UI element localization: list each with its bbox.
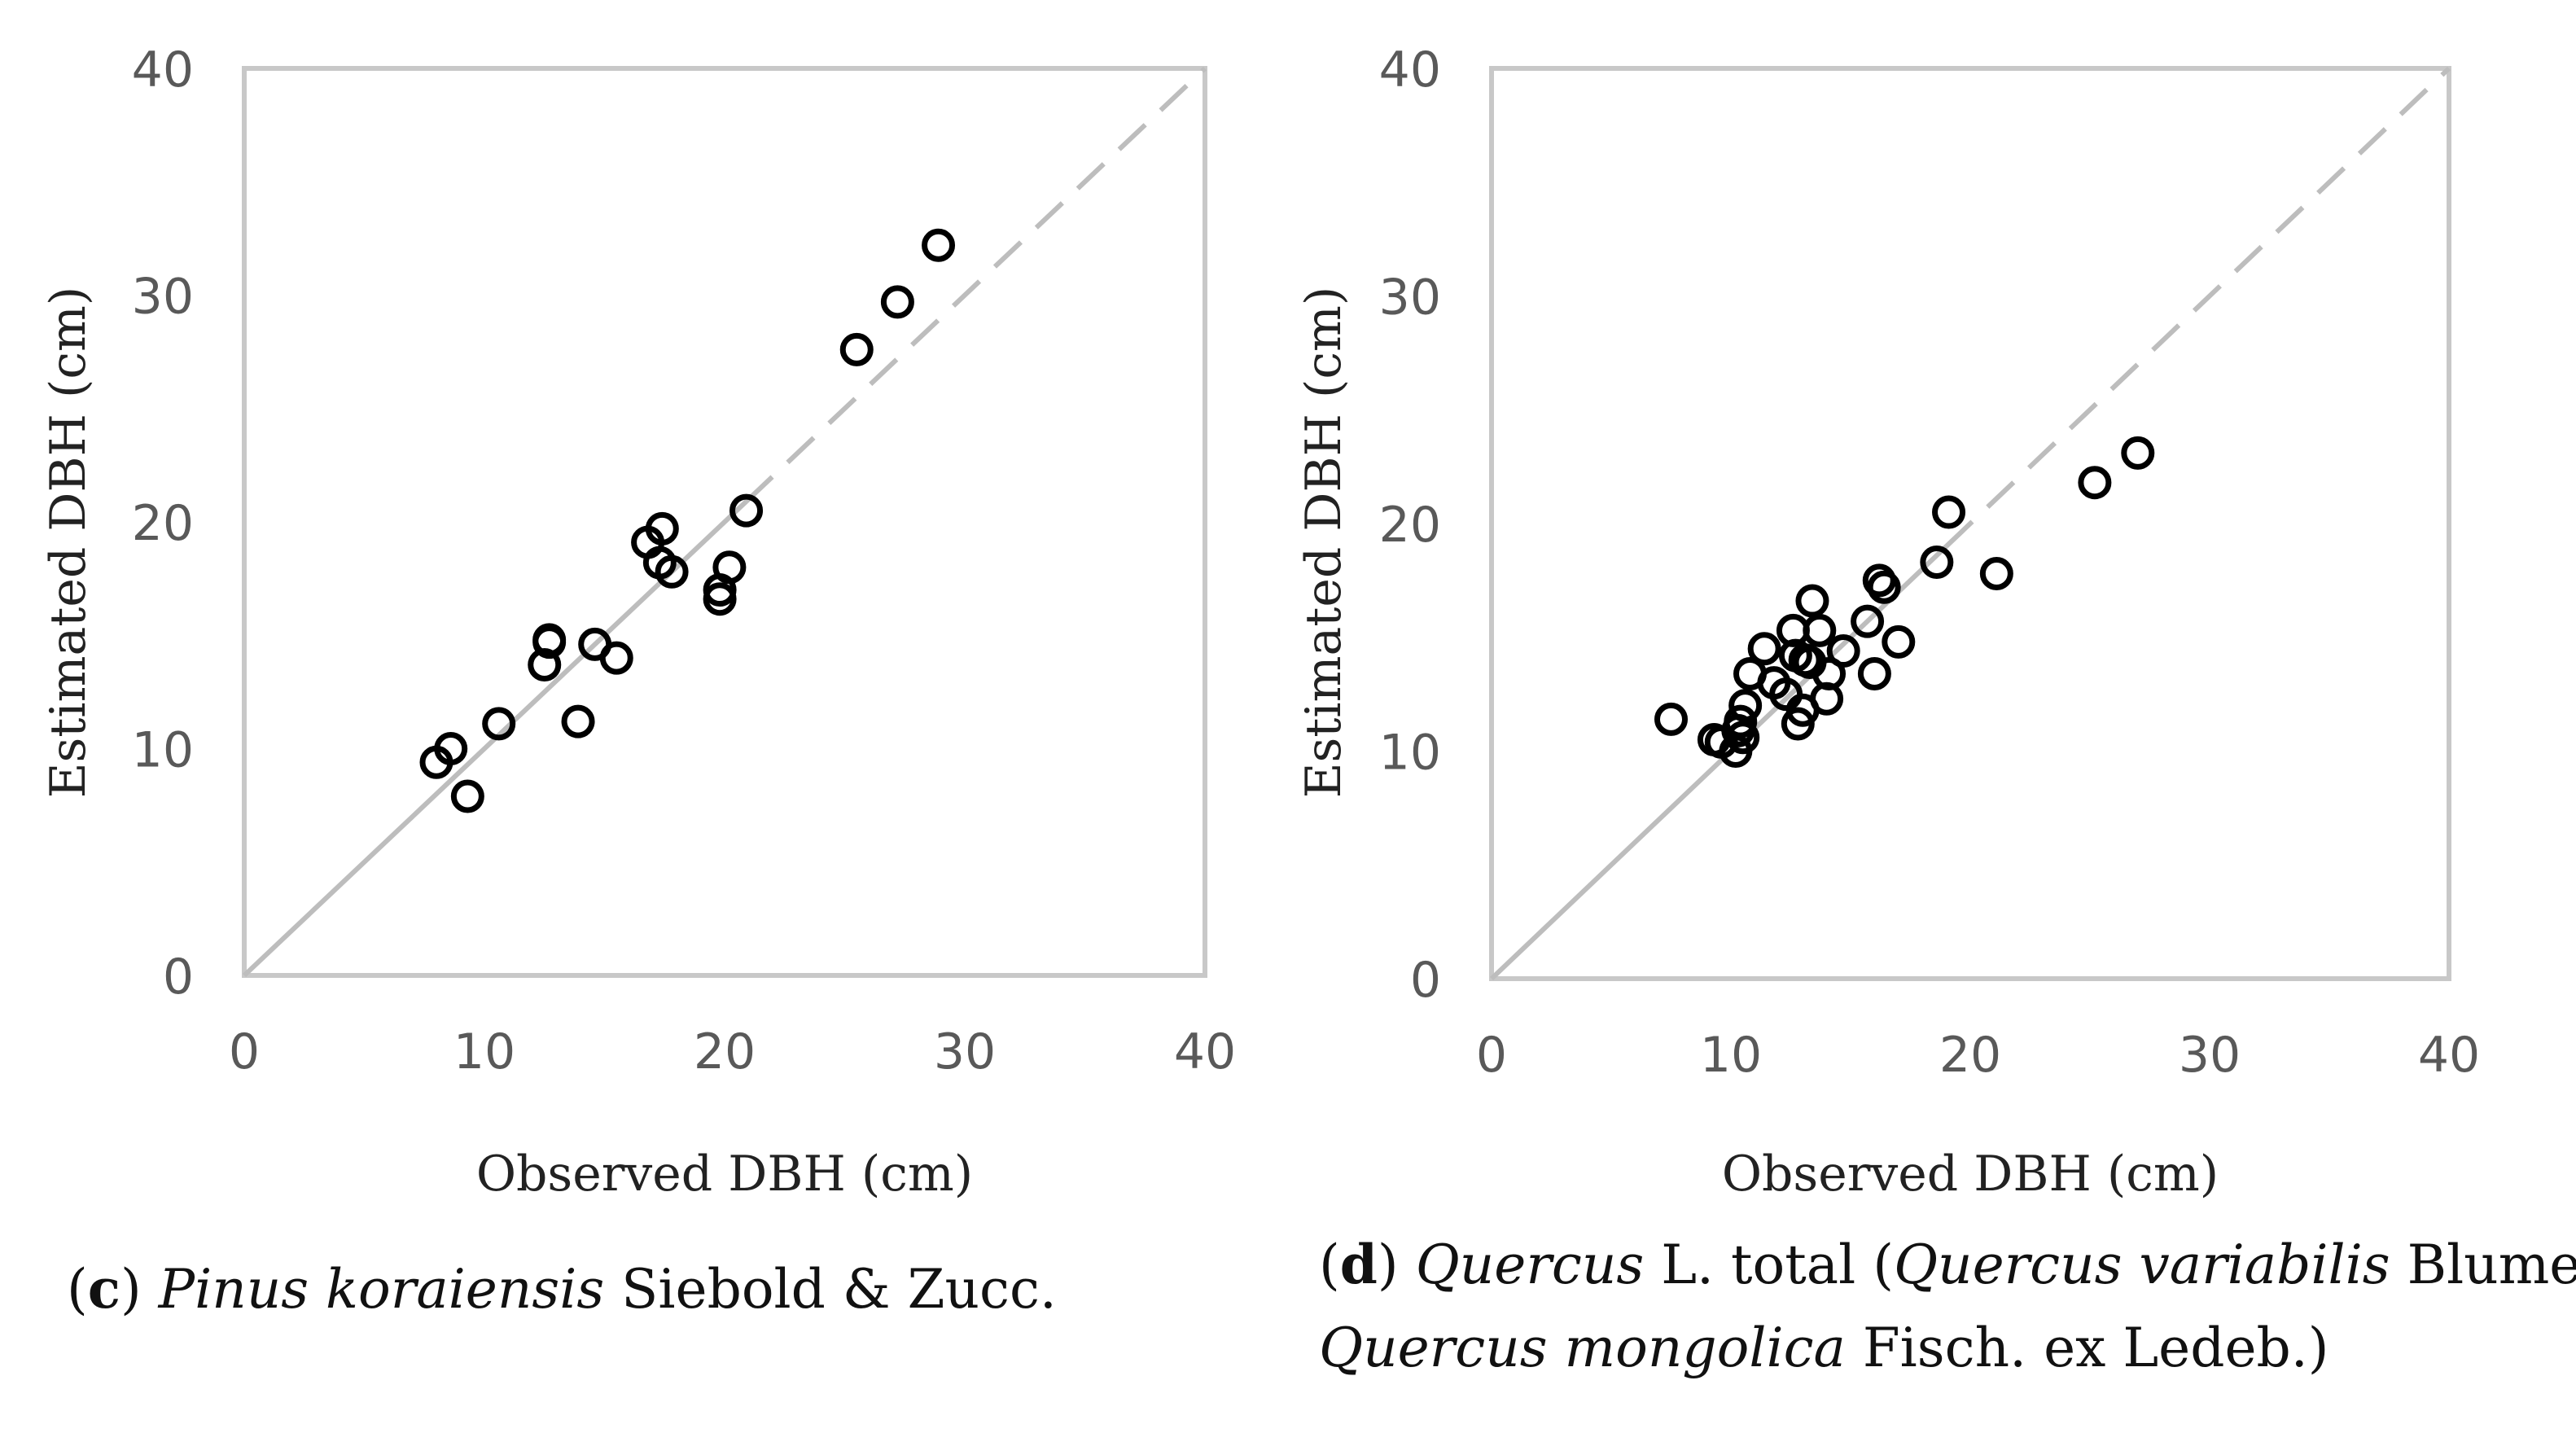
x-tick-label-d-4: 40 <box>2418 1027 2480 1084</box>
x-tick-label-d-3: 30 <box>2179 1027 2241 1084</box>
x-tick-label-c-1: 10 <box>453 1023 515 1080</box>
y-tick-label-d-0: 0 <box>1410 952 1441 1009</box>
data-point-c-16 <box>712 550 747 585</box>
identity-line-dashed-d <box>1944 66 2451 549</box>
data-point-d-18 <box>1795 584 1829 618</box>
caption-d-end2: Fisch. ex Ledeb.) <box>1845 1317 2329 1380</box>
data-point-d-7 <box>1728 689 1763 723</box>
data-point-d-9 <box>1747 632 1781 666</box>
y-tick-label-d-3: 30 <box>1379 270 1441 326</box>
data-point-d-30 <box>1979 556 2013 590</box>
plot-frame-c <box>242 66 1207 978</box>
data-point-d-26 <box>1867 570 1901 604</box>
y-tick-label-d-4: 40 <box>1379 42 1441 99</box>
scatter-chart-d: 0 10 20 30 40 0 10 20 30 40 Observed DBH (cm) Estim… <box>1295 42 2480 1203</box>
y-tick-label-c-4: 40 <box>132 42 194 99</box>
caption-d-mid: L. total ( <box>1644 1234 1894 1296</box>
data-point-d-32 <box>2121 436 2155 470</box>
caption-d-end1: Blume+ <box>2407 1234 2576 1296</box>
data-point-d-21 <box>1812 656 1847 690</box>
scatter-chart-c: 0 10 20 30 40 0 10 20 30 40 Observed DBH (cm) Estim… <box>40 42 1236 1203</box>
data-point-c-13 <box>655 554 689 589</box>
data-point-c-2 <box>450 779 484 813</box>
data-point-c-7 <box>561 704 595 738</box>
identity-line-solid-d <box>1489 544 1948 981</box>
data-point-c-20 <box>922 228 956 262</box>
y-tick-label-c-1: 10 <box>132 722 194 779</box>
caption-d-line2: Quercus mongolica Fisch. ex Ledeb.) <box>1319 1307 2576 1390</box>
y-tick-label-c-0: 0 <box>163 949 194 1006</box>
caption-c-rest: Siebold & Zucc. <box>604 1258 1057 1321</box>
data-point-c-3 <box>482 707 516 741</box>
data-point-c-15 <box>703 582 737 616</box>
y-tick-label-c-3: 30 <box>132 269 194 326</box>
data-point-d-6 <box>1726 721 1760 755</box>
caption-d-genus: Quercus <box>1415 1234 1645 1296</box>
data-point-d-22 <box>1826 634 1860 668</box>
data-point-d-24 <box>1857 656 1891 690</box>
identity-line-dashed-c <box>744 66 1207 504</box>
caption-d: (d) Quercus L. total (Quercus variabilis… <box>1319 1223 2576 1391</box>
x-tick-label-c-2: 20 <box>694 1023 756 1080</box>
caption-c-species: Pinus koraiensis <box>158 1258 605 1321</box>
x-tick-label-c-3: 30 <box>934 1023 996 1080</box>
data-point-c-18 <box>839 332 874 366</box>
caption-d-species-variabilis: Quercus variabilis <box>1893 1234 2390 1296</box>
data-point-c-9 <box>599 641 633 675</box>
x-axis-title-c: Observed DBH (cm) <box>476 1146 973 1203</box>
y-axis-title-d: Estimated DBH (cm) <box>1295 287 1352 799</box>
x-tick-label-c-4: 40 <box>1174 1023 1236 1080</box>
data-point-d-5 <box>1724 704 1758 738</box>
data-point-d-27 <box>1882 624 1916 659</box>
data-point-d-29 <box>1932 495 1966 529</box>
data-point-c-1 <box>434 732 468 765</box>
x-tick-label-d-0: 0 <box>1476 1027 1507 1084</box>
x-tick-label-d-2: 20 <box>1939 1027 2001 1084</box>
data-point-d-0 <box>1654 702 1688 736</box>
x-tick-label-d-1: 10 <box>1700 1027 1762 1084</box>
data-point-d-19 <box>1803 613 1837 647</box>
y-tick-label-c-2: 20 <box>132 495 194 552</box>
data-point-c-17 <box>729 493 764 528</box>
panel-label-c: c <box>87 1257 120 1321</box>
data-point-d-31 <box>2078 466 2112 500</box>
data-point-c-19 <box>880 285 914 319</box>
data-point-c-6 <box>532 625 567 660</box>
data-point-d-28 <box>1920 546 1954 580</box>
caption-c: (c) Pinus koraiensis Siebold & Zucc. <box>67 1257 1057 1321</box>
data-point-c-12 <box>645 511 679 546</box>
caption-d-species-mongolica: Quercus mongolica <box>1319 1317 1846 1380</box>
y-axis-title-c: Estimated DBH (cm) <box>40 287 97 799</box>
plot-frame-d <box>1489 66 2451 981</box>
panel-label-d: d <box>1339 1233 1378 1296</box>
caption-d-line1: (d) Quercus L. total (Quercus variabilis… <box>1319 1223 2576 1307</box>
y-tick-label-d-1: 10 <box>1379 725 1441 782</box>
x-tick-label-c-0: 0 <box>229 1023 260 1080</box>
data-point-d-23 <box>1851 604 1885 638</box>
y-tick-label-d-2: 20 <box>1379 497 1441 554</box>
x-axis-title-d: Observed DBH (cm) <box>1722 1146 2219 1203</box>
